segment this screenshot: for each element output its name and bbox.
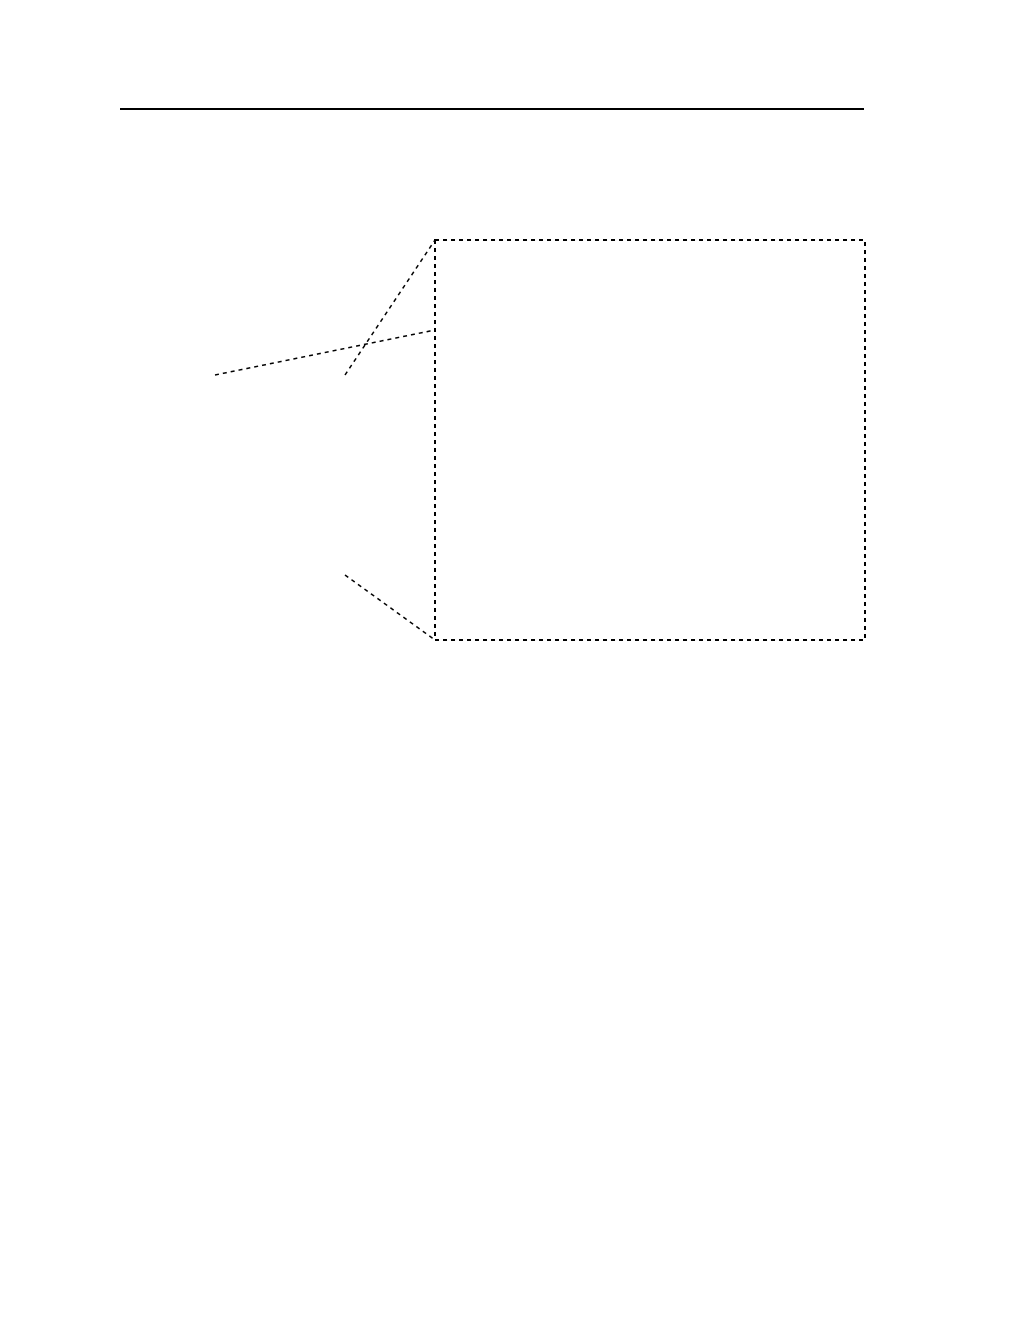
figure-5: [120, 210, 870, 630]
figure-6: [380, 770, 680, 1070]
system-box: [435, 240, 865, 640]
header-rule: [120, 108, 864, 110]
